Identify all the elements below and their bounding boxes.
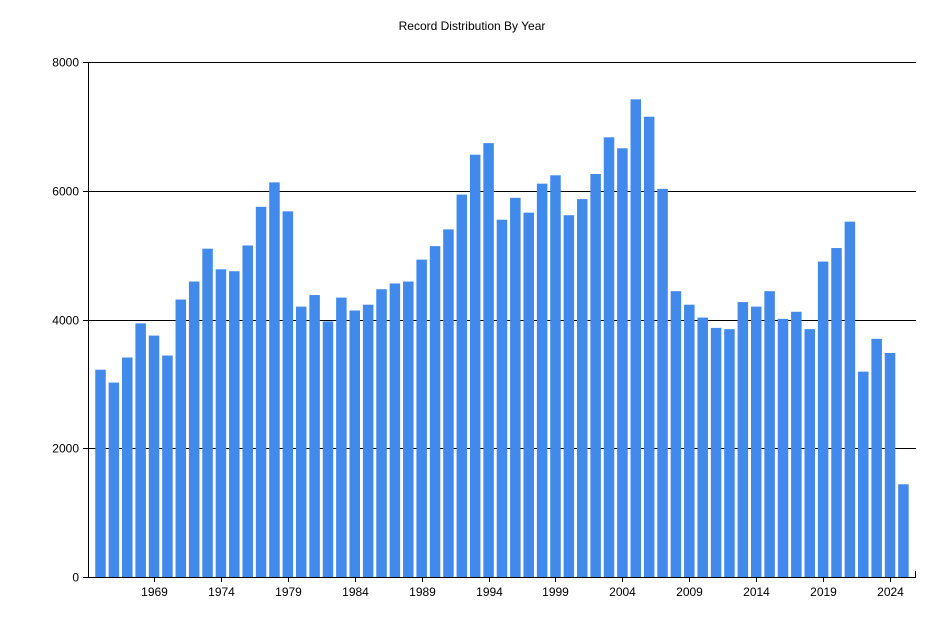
bar-1995: [496, 219, 508, 577]
bar-2016: [777, 318, 789, 577]
bar-1975: [229, 271, 240, 577]
bar-2022: [858, 371, 869, 577]
x-tick-label: 2024: [877, 585, 904, 599]
bar-1992: [456, 194, 468, 578]
axes: [88, 62, 916, 578]
bar-2011: [710, 327, 722, 577]
bar-1983: [336, 297, 347, 577]
bar-1969: [148, 335, 160, 577]
bar-1981: [309, 295, 320, 577]
x-tick-label: 1984: [342, 585, 369, 599]
bar-1996: [510, 197, 521, 577]
bar-1965: [95, 369, 106, 577]
bar-1966: [108, 382, 120, 577]
bar-2004: [617, 148, 628, 577]
bar-2010: [697, 317, 708, 577]
bar-1989: [416, 259, 427, 577]
bar-2006: [643, 116, 655, 577]
bar-1990: [429, 246, 441, 578]
bar-1987: [389, 283, 401, 577]
x-tick-label: 2009: [676, 585, 703, 599]
x-tick-label: 1989: [409, 585, 436, 599]
bar-1974: [215, 269, 227, 577]
bars: [95, 99, 909, 578]
bar-2009: [684, 304, 695, 577]
bar-2002: [590, 174, 601, 577]
bar-1984: [349, 310, 361, 577]
bar-1968: [135, 323, 146, 577]
bar-2001: [577, 199, 588, 577]
x-tick-label: 1994: [476, 585, 503, 599]
bar-1985: [362, 304, 374, 577]
bar-1982: [322, 321, 334, 577]
bar-1999: [550, 175, 561, 578]
bar-2020: [831, 248, 842, 578]
bar-2012: [724, 329, 735, 577]
bar-2015: [764, 291, 775, 577]
bar-1979: [282, 211, 294, 577]
bar-1972: [188, 281, 200, 577]
bar-1971: [175, 299, 187, 577]
bar-1976: [242, 245, 253, 577]
bar-1997: [523, 212, 534, 577]
bar-2025: [898, 484, 909, 577]
bar-2021: [844, 221, 856, 577]
bar-2007: [657, 188, 668, 577]
bar-1988: [403, 281, 414, 577]
x-tick-label: 2019: [810, 585, 837, 599]
y-tick-label: 6000: [52, 185, 79, 199]
bar-2008: [670, 291, 682, 577]
bar-1970: [162, 355, 173, 577]
x-axis-ticks: 1969 1974 1979 1984 1989 1994 1999 2004 2009 2014…: [141, 577, 904, 599]
bar-2024: [884, 352, 896, 577]
y-tick-label: 0: [72, 571, 79, 585]
x-tick-label: 1974: [208, 585, 235, 599]
bar-1993: [469, 154, 481, 577]
bar-1967: [122, 357, 133, 577]
x-tick-label: 1969: [141, 585, 168, 599]
x-tick-label: 1999: [542, 585, 569, 599]
bar-2017: [791, 311, 802, 577]
bar-2003: [603, 137, 615, 577]
bar-1973: [202, 248, 213, 577]
bar-1980: [295, 306, 307, 578]
y-tick-label: 4000: [52, 314, 79, 328]
bar-2000: [563, 215, 575, 577]
bar-1986: [376, 289, 387, 577]
bar-1998: [536, 183, 548, 578]
bar-1994: [483, 143, 494, 578]
bar-2014: [750, 306, 762, 578]
bar-2013: [737, 302, 749, 577]
y-axis-ticks: 0 2000 4000 6000 8000: [52, 56, 88, 585]
y-tick-label: 2000: [52, 442, 79, 456]
bar-2018: [804, 329, 815, 577]
bar-2019: [817, 261, 829, 577]
bar-1991: [443, 229, 454, 578]
y-tick-label: 8000: [52, 56, 79, 70]
x-tick-label: 1979: [275, 585, 302, 599]
bar-2023: [871, 338, 882, 577]
bar-1978: [269, 182, 280, 577]
x-tick-label: 2014: [743, 585, 770, 599]
bar-1977: [255, 206, 267, 577]
x-tick-label: 2004: [609, 585, 636, 599]
bar-2005: [630, 99, 642, 577]
chart-title: Record Distribution By Year: [399, 19, 546, 33]
